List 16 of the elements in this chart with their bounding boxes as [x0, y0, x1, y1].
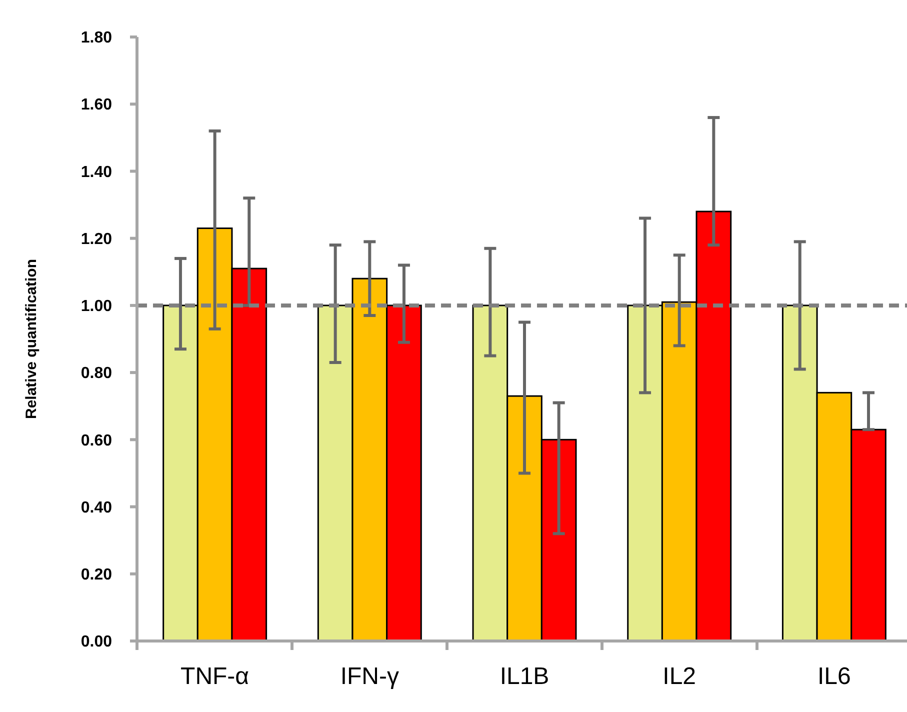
y-tick-label: 1.60 — [80, 96, 112, 114]
y-tick-label: 1.80 — [80, 30, 112, 47]
y-tick-label: 1.40 — [80, 164, 112, 181]
y-axis-title: Relative quantification — [23, 258, 40, 420]
y-tick-label: 1.00 — [80, 298, 112, 316]
x-tick-label: IL2 — [662, 663, 696, 690]
x-tick-label: IL6 — [818, 663, 851, 690]
y-tick-label: 1.20 — [80, 230, 112, 248]
x-tick-label: IFN-γ — [340, 663, 399, 690]
y-tick-label: 0.80 — [80, 365, 112, 382]
y-tick-label: 0.60 — [80, 432, 112, 450]
x-tick-label: TNF-α — [180, 663, 250, 690]
y-tick-label: 0.40 — [80, 499, 112, 516]
y-tick-label: 0.00 — [80, 634, 112, 651]
x-tick-label: IL1B — [500, 663, 550, 690]
y-tick-label: 0.20 — [80, 566, 112, 584]
